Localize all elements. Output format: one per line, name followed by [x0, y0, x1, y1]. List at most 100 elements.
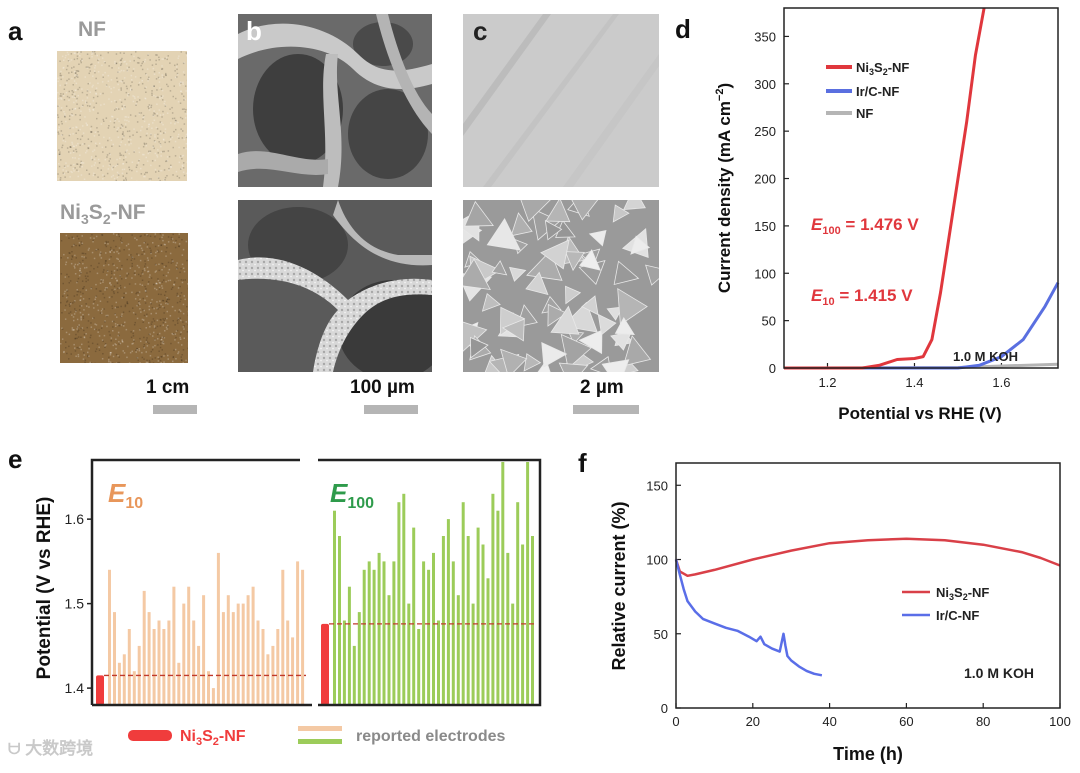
- photo-grain: [86, 101, 88, 104]
- photo-grain: [181, 281, 184, 284]
- photo-grain: [57, 97, 60, 100]
- photo-grain: [177, 100, 180, 103]
- photo-grain: [79, 269, 81, 272]
- photo-grain: [122, 350, 124, 352]
- photo-grain: [95, 93, 97, 95]
- photo-grain: [132, 95, 134, 97]
- photo-grain: [138, 302, 140, 304]
- photo-grain: [134, 270, 136, 272]
- photo-grain: [65, 68, 68, 71]
- photo-grain: [174, 241, 177, 244]
- photo-grain: [105, 245, 108, 248]
- photo-grain: [83, 309, 85, 311]
- photo-grain: [119, 157, 121, 160]
- photo-grain: [136, 347, 138, 350]
- photo-grain: [185, 113, 187, 115]
- photo-grain: [147, 234, 149, 237]
- photo-grain: [169, 108, 171, 110]
- photo-grain: [175, 76, 177, 79]
- photo-grain: [159, 332, 161, 335]
- photo-grain: [172, 174, 174, 176]
- photo-grain: [115, 53, 118, 55]
- photo-grain: [104, 262, 107, 264]
- scale-label-c: 2 µm: [580, 377, 624, 398]
- photo-grain: [179, 156, 181, 158]
- photo-grain: [178, 161, 181, 164]
- photo-grain: [166, 112, 169, 114]
- photo-grain: [122, 163, 124, 165]
- photo-grain: [146, 359, 148, 362]
- photo-grain: [75, 148, 77, 151]
- photo-grain: [92, 51, 94, 53]
- nanosheet: [571, 200, 599, 221]
- photo-grain: [123, 352, 126, 354]
- photo-grain: [101, 312, 103, 314]
- photo-grain: [171, 332, 173, 335]
- photo-grain: [93, 328, 96, 331]
- photo-grain: [136, 349, 138, 351]
- photo-grain: [166, 310, 168, 313]
- photo-grain: [146, 266, 149, 269]
- photo-grain: [121, 241, 123, 244]
- photo-grain: [64, 290, 66, 293]
- photo-grain: [181, 359, 183, 362]
- photo-grain: [110, 270, 113, 273]
- photo-grain: [143, 268, 146, 270]
- photo-grain: [88, 144, 90, 147]
- photo-grain: [68, 90, 70, 93]
- photo-grain: [154, 339, 156, 341]
- photo-grain: [85, 277, 87, 280]
- photo-grain: [181, 117, 184, 120]
- photo-grain: [83, 329, 85, 332]
- photo-grain: [150, 251, 152, 253]
- photo-grain: [180, 331, 182, 333]
- photo-grain: [144, 87, 146, 89]
- photo-grain: [122, 311, 125, 313]
- photo-grain: [99, 254, 101, 257]
- photo-grain: [117, 127, 119, 129]
- photo-grain: [143, 253, 146, 255]
- photo-grain: [71, 327, 74, 329]
- photo-grain: [132, 332, 134, 335]
- photo-grain: [62, 67, 64, 69]
- photo-grain: [133, 340, 135, 342]
- photo-grain: [130, 142, 132, 145]
- photo-grain: [114, 118, 116, 121]
- photo-grain: [147, 53, 149, 56]
- photo-grain: [97, 112, 99, 114]
- photo-grain: [164, 131, 166, 134]
- photo-grain: [164, 353, 167, 355]
- photo-grain: [164, 141, 166, 144]
- photo-grain: [67, 257, 69, 259]
- photo-grain: [65, 304, 67, 307]
- photo-grain: [166, 300, 168, 302]
- photo-grain: [116, 257, 118, 260]
- photo-grain: [80, 317, 82, 319]
- photo-grain: [99, 93, 102, 95]
- photo-grain: [116, 306, 118, 308]
- photo-grain: [164, 321, 167, 323]
- photo-grain: [105, 314, 107, 317]
- photo-grain: [182, 71, 185, 73]
- photo-grain: [176, 301, 179, 304]
- photo-grain: [105, 252, 107, 254]
- photo-grain: [58, 105, 60, 107]
- photo-grain: [76, 318, 79, 321]
- photo-grain: [156, 325, 159, 328]
- photo-grain: [144, 60, 146, 63]
- photo-grain: [77, 355, 80, 358]
- photo-grain: [183, 108, 185, 110]
- photo-grain: [121, 133, 124, 135]
- photo-grain: [152, 346, 154, 348]
- photo-grain: [185, 108, 187, 111]
- photo-grain: [145, 156, 147, 159]
- bar-reported-E10: [301, 569, 305, 705]
- nanosheet: [612, 204, 630, 223]
- sem-nf-high-mag: [463, 14, 659, 187]
- photo-grain: [145, 144, 147, 147]
- photo-grain: [174, 119, 177, 122]
- photo-grain: [95, 87, 98, 89]
- photo-grain: [109, 282, 111, 284]
- photo-grain: [111, 115, 114, 118]
- photo-grain: [76, 51, 78, 54]
